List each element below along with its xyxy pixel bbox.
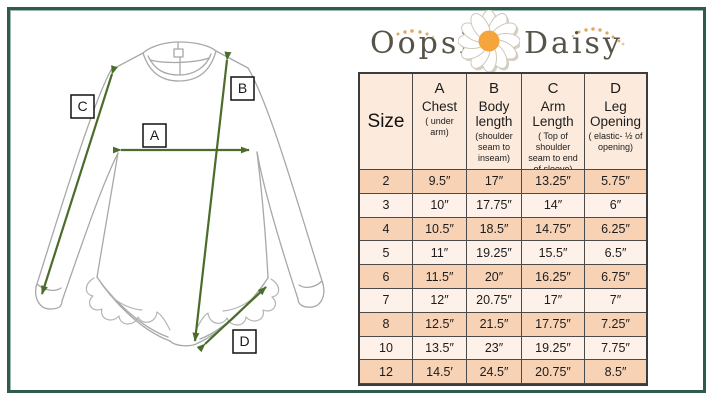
size-cell: 6 <box>360 265 413 289</box>
label-d: D <box>232 329 257 354</box>
column-subtitle: ( Top of shoulder seam to end of sleeve) <box>528 131 578 170</box>
size-cell: 4 <box>360 217 413 242</box>
svg-text:C: C <box>77 98 87 114</box>
svg-text:A: A <box>150 127 160 143</box>
chest-cell: 12.5″ <box>413 312 467 337</box>
arm-length-cell: 15.5″ <box>522 241 585 266</box>
chest-cell: 11″ <box>413 241 467 266</box>
label-a: A <box>142 123 167 148</box>
body-length-cell: 19.25″ <box>467 241 522 266</box>
column-subtitle: ( under arm) <box>425 116 454 138</box>
bodysuit-measurement-diagram: A B C D <box>34 41 325 354</box>
leg-opening-cell: 7″ <box>585 288 646 313</box>
size-header-label: Size <box>367 110 405 132</box>
arrow-b <box>192 51 232 342</box>
arm-length-cell: 14.75″ <box>522 217 585 242</box>
arm-length-cell: 14″ <box>522 193 585 218</box>
body-length-cell: 18.5″ <box>467 217 522 242</box>
leg-opening-cell: 8.5″ <box>585 360 646 385</box>
column-letter: C <box>547 80 559 97</box>
arm-length-cell: 17.75″ <box>522 312 585 337</box>
chest-cell: 11.5″ <box>413 265 467 289</box>
body-length-cell: 20″ <box>467 265 522 289</box>
chest-cell: 13.5″ <box>413 336 467 361</box>
column-letter: A <box>434 80 445 97</box>
measurement-arrows <box>40 51 267 353</box>
column-title: Body length <box>475 99 513 130</box>
svg-text:D: D <box>239 333 249 349</box>
column-subtitle: (shoulder seam to inseam) <box>475 131 513 164</box>
column-title: Chest <box>421 99 458 114</box>
chest-cell: 14.5′ <box>413 360 467 385</box>
brand-word-daisy: Daisy <box>524 26 623 61</box>
bodysuit-outline <box>34 41 325 347</box>
body-length-cell: 24.5″ <box>467 360 522 385</box>
body-length-cell: 20.75″ <box>467 288 522 313</box>
chest-cell: 10″ <box>413 193 467 218</box>
size-cell: 7 <box>360 288 413 313</box>
column-header-body-length: B Body length (shoulder seam to inseam) <box>467 74 522 170</box>
column-header-size: Size <box>360 74 413 170</box>
svg-text:B: B <box>238 80 247 96</box>
column-title: Arm Length <box>532 99 574 130</box>
arm-length-cell: 19.25″ <box>522 336 585 361</box>
label-c: C <box>70 94 95 119</box>
leg-opening-cell: 6.25″ <box>585 217 646 242</box>
leg-opening-cell: 6.75″ <box>585 265 646 289</box>
leg-opening-cell: 5.75″ <box>585 170 646 194</box>
daisy-flower-icon <box>458 10 520 72</box>
column-letter: B <box>488 80 499 97</box>
arm-length-cell: 17″ <box>522 288 585 313</box>
chest-cell: 10.5″ <box>413 217 467 242</box>
arm-length-cell: 13.25″ <box>522 170 585 194</box>
size-cell: 5 <box>360 241 413 266</box>
column-title: Leg Opening <box>589 99 642 130</box>
leg-opening-cell: 7.75″ <box>585 336 646 361</box>
size-cell: 10 <box>360 336 413 361</box>
leg-opening-cell: 6.5″ <box>585 241 646 266</box>
size-chart-table: Size A Chest ( under arm) B Body length … <box>358 72 648 387</box>
body-length-cell: 17″ <box>467 170 522 194</box>
arm-length-cell: 20.75″ <box>522 360 585 385</box>
size-cell: 12 <box>360 360 413 385</box>
column-subtitle: ( elastic- ½ of opening) <box>588 131 643 153</box>
column-letter: D <box>610 80 621 97</box>
arrow-d <box>196 286 267 353</box>
chest-cell: 9.5″ <box>413 170 467 194</box>
leg-ruffles <box>85 277 280 331</box>
size-cell: 8 <box>360 312 413 337</box>
chest-cell: 12″ <box>413 288 467 313</box>
body-length-cell: 21.5″ <box>467 312 522 337</box>
body-length-cell: 17.75″ <box>467 193 522 218</box>
leg-opening-cell: 6″ <box>585 193 646 218</box>
column-header-chest: A Chest ( under arm) <box>413 74 467 170</box>
size-cell: 2 <box>360 170 413 194</box>
brand-logo: Oopsie <box>358 8 658 72</box>
size-cell: 3 <box>360 193 413 218</box>
leg-opening-cell: 7.25″ <box>585 312 646 337</box>
arm-length-cell: 16.25″ <box>522 265 585 289</box>
column-header-arm-length: C Arm Length ( Top of shoulder seam to e… <box>522 74 585 170</box>
label-b: B <box>230 76 255 101</box>
column-header-leg-opening: D Leg Opening ( elastic- ½ of opening) <box>585 74 646 170</box>
arrow-c <box>40 65 118 295</box>
body-length-cell: 23″ <box>467 336 522 361</box>
